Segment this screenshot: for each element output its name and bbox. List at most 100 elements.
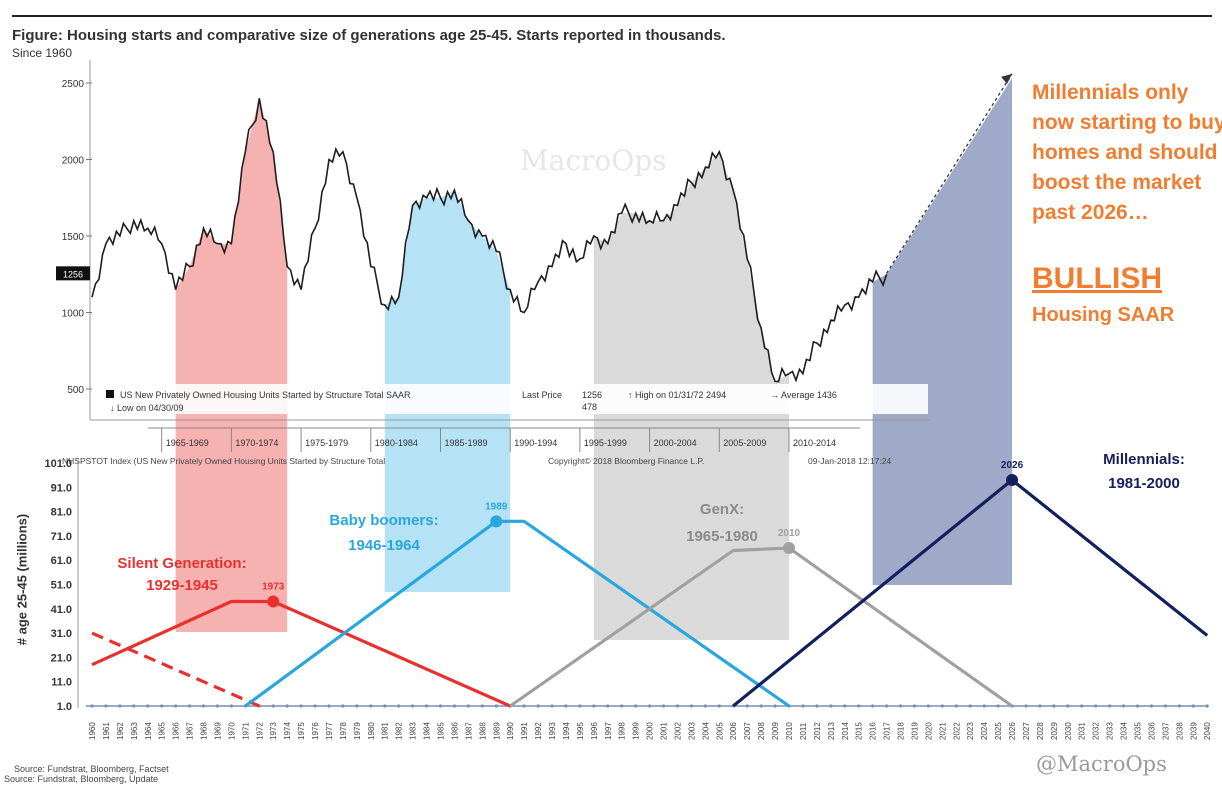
lower-x-tick-dot (536, 704, 540, 708)
lower-y-tick-label: 31.0 (51, 628, 72, 640)
millennials-years-label: 1981-2000 (1108, 475, 1180, 492)
lower-x-tick-label: 1964 (144, 722, 153, 740)
bullish-label: BULLISH (1032, 262, 1162, 295)
lower-x-tick-dot (773, 704, 777, 708)
lower-x-tick-label: 1978 (339, 722, 348, 740)
lower-x-tick-dot (299, 704, 303, 708)
lower-x-tick-dot (187, 704, 192, 708)
lower-x-tick-dot (1163, 704, 1167, 708)
legend-swatch (106, 390, 114, 398)
callout-text: Millennials only now starting to buy hom… (1032, 81, 1222, 224)
lower-x-tick-dot (397, 704, 401, 708)
generation-line (91, 599, 511, 708)
lower-x-tick-dot (982, 704, 986, 708)
lower-x-tick-dot (355, 704, 359, 708)
lower-x-tick-label: 2009 (771, 722, 780, 740)
housing-starts-line (91, 98, 888, 383)
lower-x-tick-label: 2026 (1008, 722, 1017, 740)
lower-x-tick-label: 2000 (646, 722, 655, 740)
lower-x-tick-label: 1970 (227, 722, 236, 740)
lower-x-tick-label: 2038 (1175, 722, 1184, 740)
lower-x-tick-label: 1991 (520, 722, 529, 740)
lower-x-tick-dot (634, 704, 638, 708)
upper-y-tick-label: 1000 (62, 309, 85, 320)
legend-last-price-label: Last Price (522, 390, 562, 400)
lower-x-tick-label: 1979 (353, 722, 362, 740)
lower-x-tick-dot (689, 704, 694, 708)
lower-y-tick-label: 1.0 (57, 701, 72, 713)
lower-x-tick-dot (271, 704, 275, 708)
period-label: 2005-2009 (723, 438, 766, 448)
lower-y-tick-label: 11.0 (51, 677, 72, 689)
generation-peak-marker (490, 515, 503, 528)
lower-x-tick-label: 2027 (1022, 722, 1031, 740)
generation-line (509, 546, 1013, 708)
lower-x-tick-label: 1987 (464, 722, 473, 740)
lower-x-tick-label: 1967 (186, 722, 195, 740)
bloomberg-copyright: Copyright© 2018 Bloomberg Finance L.P. (548, 456, 704, 466)
shaded-period-band (872, 78, 1013, 585)
period-label: 1990-1994 (514, 438, 557, 448)
figure-title: Figure: Housing starts and comparative s… (12, 27, 726, 44)
lower-x-tick-dot (174, 704, 178, 708)
lower-x-tick-label: 2022 (952, 722, 961, 740)
lower-x-tick-dot (648, 704, 652, 708)
lower-x-tick-dot (968, 704, 972, 708)
lower-x-tick-label: 1961 (102, 722, 111, 740)
lower-y-tick-label: 101.0 (44, 458, 72, 470)
lower-x-tick-dot (160, 704, 164, 708)
lower-x-tick-dot (954, 704, 958, 708)
lower-x-tick-label: 1983 (409, 722, 418, 740)
lower-x-tick-label: 1965 (158, 722, 167, 740)
lower-x-tick-label: 2015 (855, 722, 864, 740)
generation-peak-label: 1973 (262, 582, 285, 593)
current-value-tag-box (56, 266, 90, 281)
lower-x-tick-dot (550, 704, 554, 708)
bloomberg-timestamp: 09-Jan-2018 12:17:24 (808, 456, 891, 466)
lower-x-tick-label: 1980 (367, 722, 376, 740)
lower-x-tick-label: 2024 (980, 722, 989, 740)
lower-x-tick-dot (620, 704, 624, 708)
lower-x-tick-dot (759, 704, 763, 708)
lower-x-tick-dot (745, 704, 749, 708)
lower-x-tick-dot (1177, 704, 1181, 708)
lower-x-tick-label: 2033 (1106, 722, 1115, 740)
lower-x-tick-label: 2039 (1189, 722, 1198, 740)
lower-x-tick-label: 2003 (687, 722, 696, 740)
lower-x-tick-dot (857, 704, 861, 708)
period-label: 1985-1989 (445, 438, 488, 448)
lower-x-tick-dot (104, 704, 108, 708)
lower-x-tick-label: 2036 (1147, 722, 1156, 740)
lower-x-tick-label: 2014 (841, 722, 850, 740)
lower-y-tick-label: 51.0 (51, 580, 72, 592)
lower-x-tick-dot (1135, 704, 1140, 708)
source-note-2: Source: Fundstrat, Bloomberg, Update (4, 774, 159, 784)
lower-x-tick-dot (522, 704, 526, 708)
lower-y-tick-label: 91.0 (51, 482, 72, 494)
lower-x-tick-label: 1966 (172, 722, 181, 740)
lower-x-tick-label: 2030 (1064, 722, 1073, 740)
lower-x-tick-label: 1971 (241, 722, 250, 740)
lower-x-tick-label: 2018 (897, 722, 906, 740)
genx-years-label: 1965-1980 (686, 528, 758, 545)
watermark: @MacroOps (1036, 752, 1167, 776)
lower-x-tick-dot (369, 704, 373, 708)
lower-y-tick-label: 81.0 (51, 507, 72, 519)
lower-x-tick-dot (285, 704, 289, 708)
lower-x-tick-dot (940, 704, 944, 708)
period-label: 1965-1969 (166, 438, 209, 448)
lower-x-tick-dot (201, 704, 206, 708)
lower-x-tick-label: 1973 (269, 722, 278, 740)
millennials-name-label: Millennials: (1103, 451, 1185, 468)
legend-box (96, 384, 928, 414)
lower-x-tick-label: 1988 (478, 722, 487, 740)
lower-x-tick-label: 2004 (701, 722, 710, 740)
lower-x-tick-label: 2013 (827, 722, 836, 740)
lower-x-tick-label: 1994 (562, 722, 571, 740)
lower-x-tick-label: 2012 (813, 722, 822, 740)
lower-x-tick-dot (1038, 704, 1042, 708)
lower-x-tick-label: 1999 (632, 722, 641, 740)
legend-low: ↓ Low on 04/30/09 (110, 403, 184, 413)
